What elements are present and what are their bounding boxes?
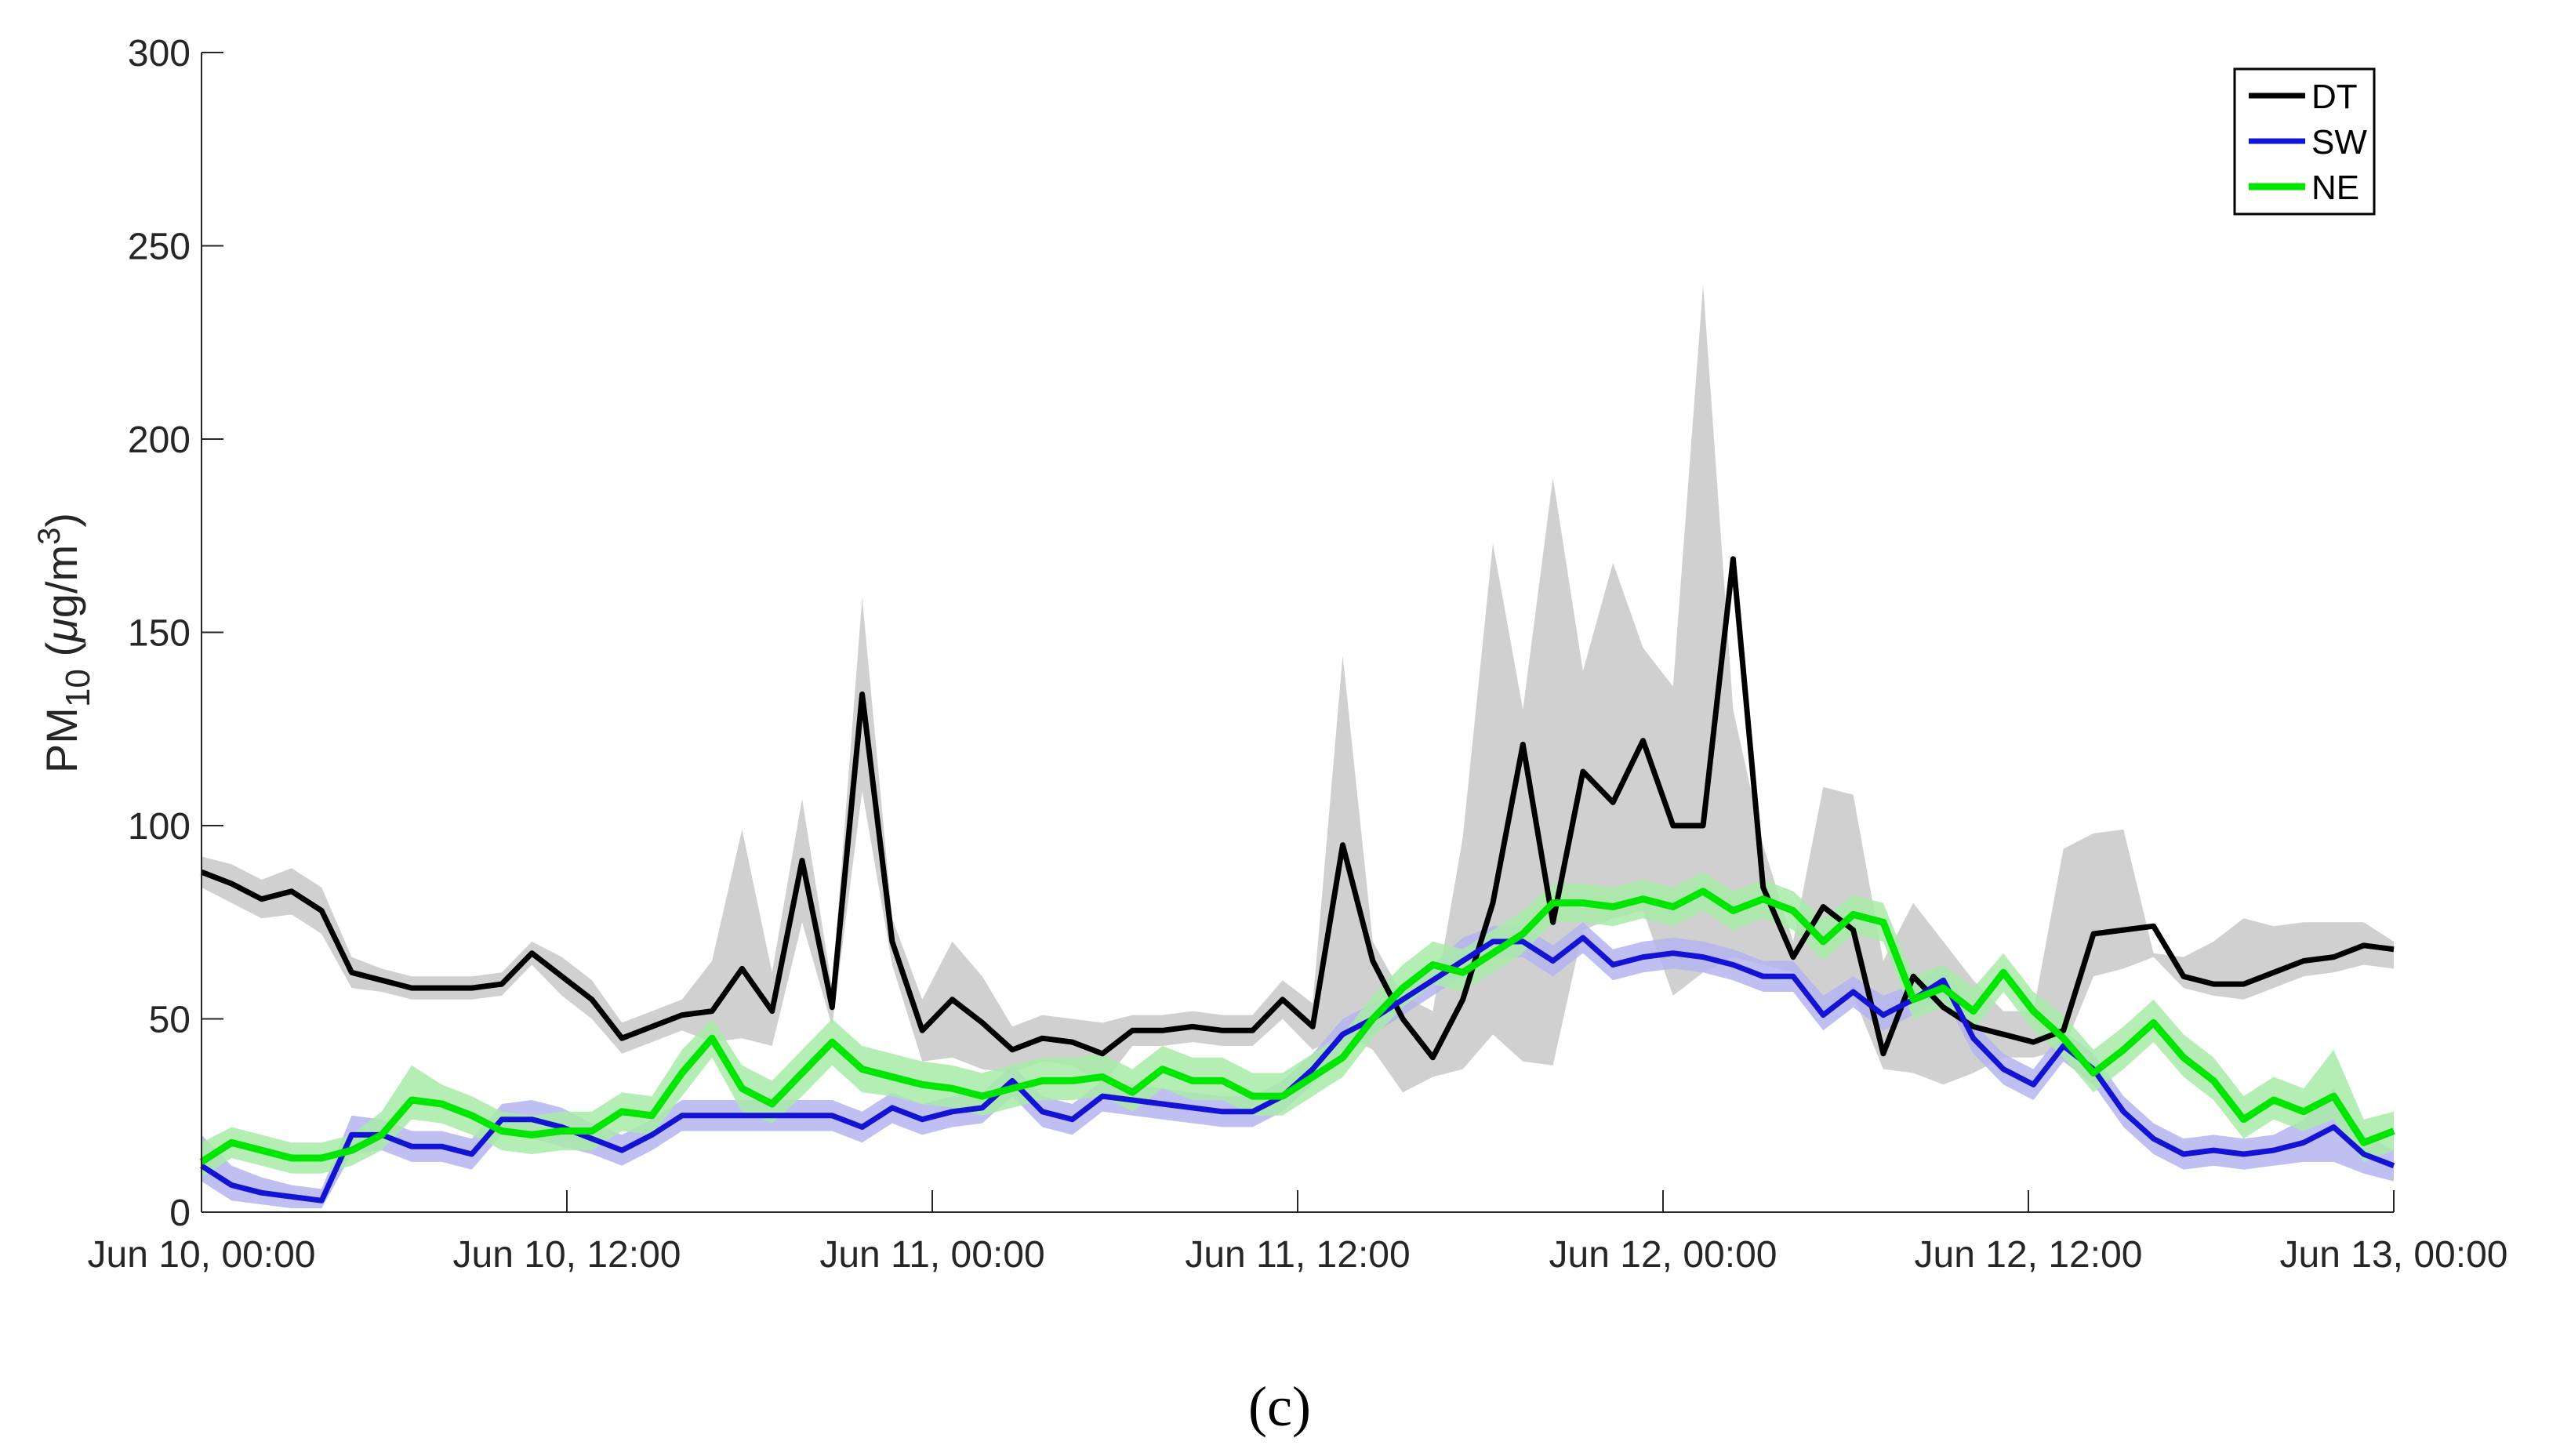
y-tick-label: 200 [128,419,191,461]
band-ne [202,872,2394,1178]
uncertainty-bands [202,284,2394,1209]
legend-label-dt: DT [2311,78,2358,116]
y-label-mu: μ [37,618,86,644]
y-label-unit: g/m [37,545,86,618]
series-lines [199,556,2395,1204]
y-tick-label: 0 [169,1193,191,1234]
y-label-close: ) [37,513,86,528]
axes: 0 50 100 150 200 250 300 Jun 10, 00:00 Jun 10, 1… [88,33,2508,1276]
x-tick-label: Jun 13, 00:00 [2280,1234,2508,1276]
y-tick-label: 100 [128,806,191,848]
band-sw [202,922,2394,1209]
x-tick-label: Jun 12, 00:00 [1549,1234,1777,1276]
legend-label-sw: SW [2311,123,2367,162]
y-tick-label: 50 [149,1000,191,1041]
y-tick-label: 150 [128,613,191,655]
x-tick-label: Jun 10, 00:00 [88,1234,316,1276]
line-dt [200,556,2395,1061]
legend-label-ne: NE [2311,169,2359,207]
y-label-subscript: 10 [59,669,97,707]
x-tick-label: Jun 12, 12:00 [1915,1234,2143,1276]
x-tick-label: Jun 11, 12:00 [1185,1234,1410,1276]
y-label-open: ( [37,642,86,670]
y-axis-label: PM10 (μg/m3) [32,513,97,773]
line-ne [199,888,2395,1165]
y-tick-label: 300 [128,33,191,74]
y-label-prefix: PM [37,707,86,773]
legend: DT SW NE [2233,67,2376,216]
y-label-superscript: 3 [32,528,67,545]
panel-label: (c) [1248,1375,1311,1438]
band-dt [202,284,2394,1093]
x-tick-label: Jun 11, 00:00 [819,1234,1044,1276]
y-tick-label: 250 [128,227,191,268]
x-tick-label: Jun 10, 12:00 [453,1234,681,1276]
